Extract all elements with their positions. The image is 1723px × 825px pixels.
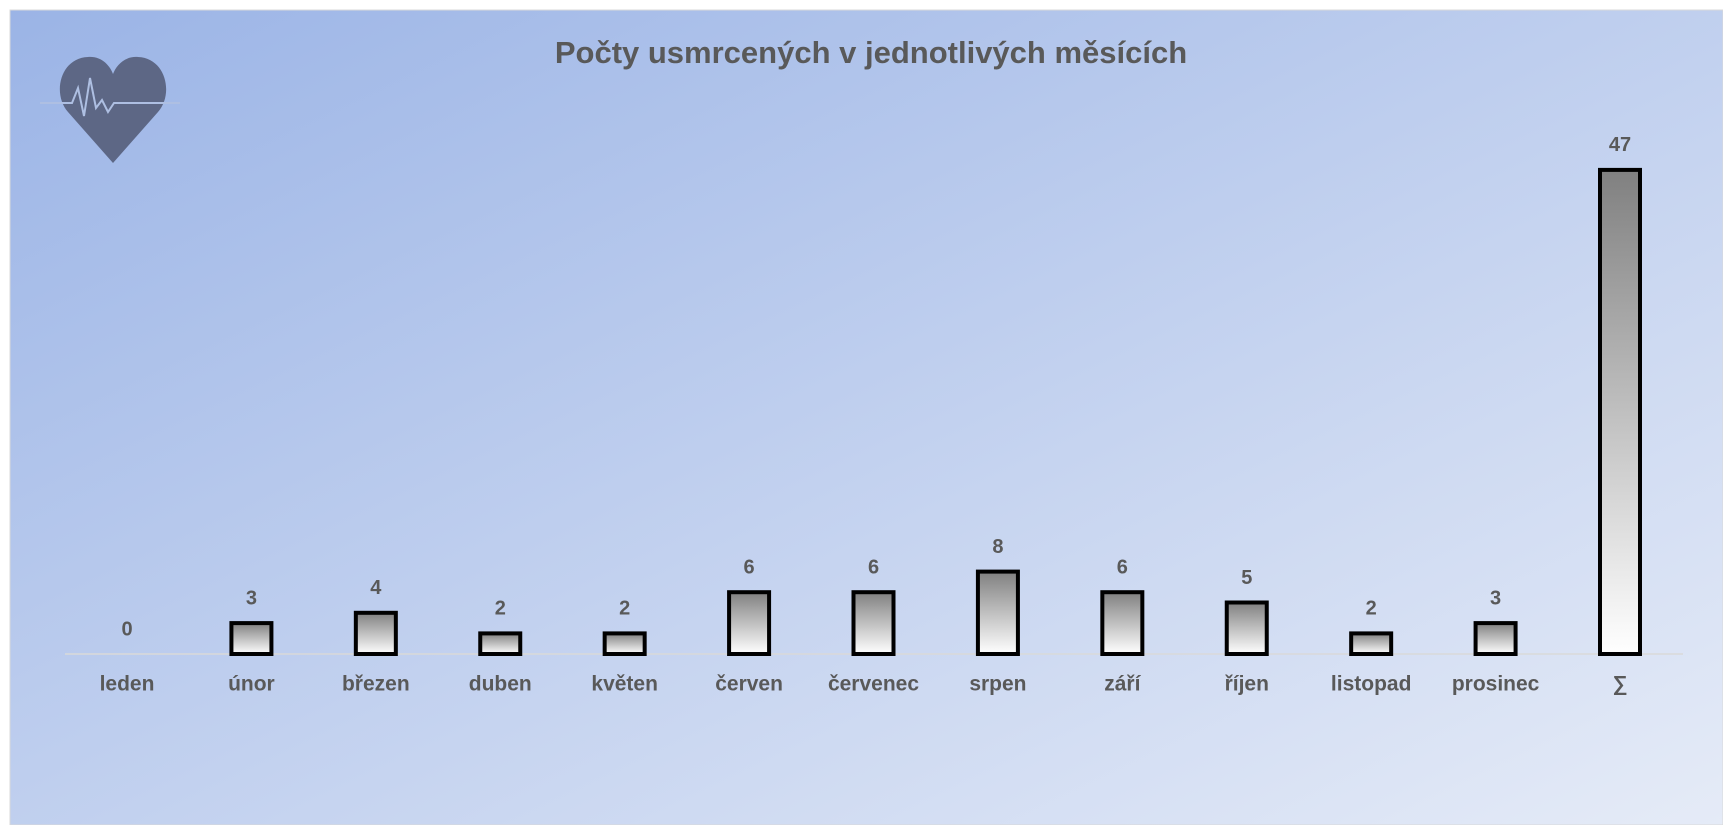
data-label: 4 — [370, 577, 382, 599]
data-label: 0 — [121, 618, 132, 640]
data-label: 3 — [246, 587, 257, 609]
data-label: 5 — [1241, 567, 1252, 589]
x-tick-label: únor — [228, 673, 275, 696]
bar — [1224, 600, 1269, 656]
bar — [1100, 590, 1145, 657]
x-tick-label: červenec — [828, 673, 919, 696]
data-label: 6 — [1117, 556, 1128, 578]
x-tick-label: duben — [469, 673, 532, 696]
data-label: 47 — [1609, 134, 1631, 156]
x-tick-label: prosinec — [1452, 673, 1540, 696]
x-tick-label: srpen — [969, 673, 1026, 696]
x-tick-label: květen — [591, 673, 658, 696]
data-label: 8 — [992, 536, 1003, 558]
bar — [1473, 621, 1518, 656]
data-label: 2 — [495, 598, 506, 620]
x-tick-label: ∑ — [1613, 673, 1628, 696]
bar — [975, 569, 1020, 656]
data-label: 6 — [744, 556, 755, 578]
data-label: 3 — [1490, 587, 1501, 609]
x-tick-label: březen — [342, 673, 410, 696]
x-tick-label: listopad — [1331, 673, 1412, 696]
data-label: 6 — [868, 556, 879, 578]
bar — [602, 631, 647, 657]
x-tick-label: leden — [100, 673, 155, 696]
bar — [478, 631, 523, 657]
bar — [851, 590, 896, 657]
heart-logo — [40, 56, 180, 164]
chart-area — [9, 9, 1723, 825]
data-label: 2 — [619, 598, 630, 620]
data-label: 2 — [1366, 598, 1377, 620]
x-tick-label: říjen — [1225, 673, 1269, 696]
bar — [1598, 167, 1642, 656]
x-tick-label: září — [1104, 673, 1141, 696]
chart-title: Počty usmrcených v jednotlivých měsících — [555, 35, 1187, 70]
bar — [229, 621, 274, 656]
x-tick-label: červen — [715, 673, 783, 696]
bar — [1349, 631, 1394, 657]
bar — [727, 590, 772, 657]
bar — [353, 610, 398, 656]
